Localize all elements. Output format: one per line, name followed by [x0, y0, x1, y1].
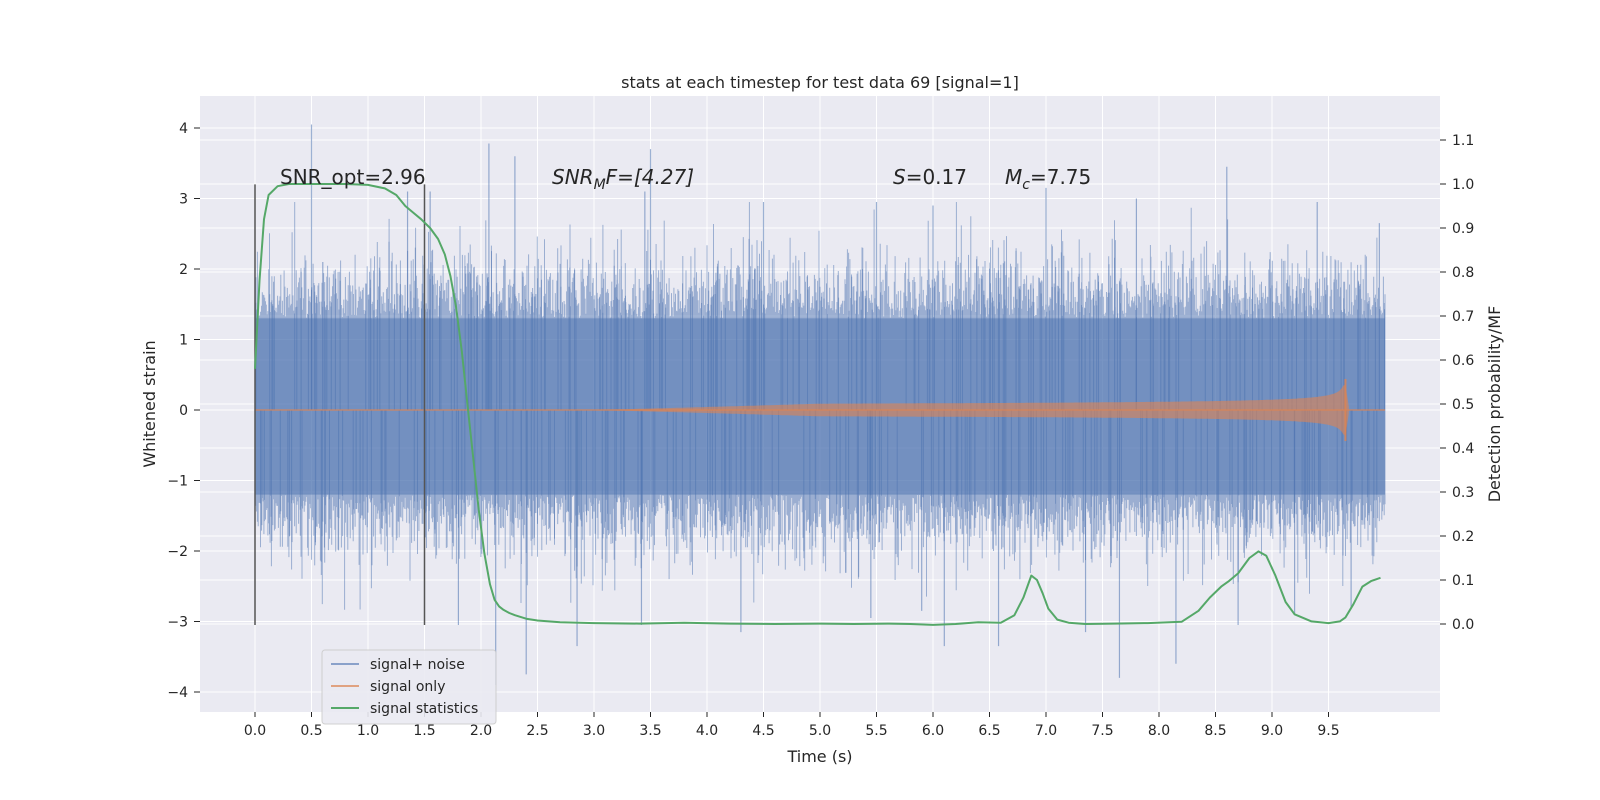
x-tick-label: 1.0	[357, 723, 379, 739]
y-tick-label: 2	[179, 262, 188, 278]
annotation-mc-rest: =7.75	[1030, 165, 1091, 189]
annotation-s-rest: =0.17	[906, 165, 967, 189]
x-tick-label: 3.5	[639, 723, 661, 739]
x-tick-label: 0.0	[244, 723, 266, 739]
x-tick-label: 5.5	[865, 723, 887, 739]
y-axis-ticks: 4 3 2 1 0 −1 −2 −3 −4	[167, 121, 200, 701]
annotation-snr-opt: SNR_opt=2.96	[280, 165, 426, 189]
y-tick-label: −4	[167, 685, 188, 701]
y-tick-label: 4	[179, 121, 188, 137]
legend: signal+ noise signal only signal statist…	[321, 649, 497, 725]
signal-only-series	[255, 378, 1385, 442]
x-tick-label: 6.5	[978, 723, 1000, 739]
annotation-mc-sub: c	[1022, 177, 1030, 193]
y2-tick-label: 0.7	[1452, 309, 1474, 325]
legend-label-signal-statistics: signal statistics	[370, 701, 478, 717]
signal-statistics-series	[254, 183, 1381, 626]
y-tick-label: −2	[167, 544, 188, 560]
annotation-mc-main: M	[1005, 165, 1022, 189]
x-axis-title: Time (s)	[786, 747, 852, 766]
annotation-mc: Mc=7.75	[1005, 165, 1091, 193]
chart-title: stats at each timestep for test data 69 …	[621, 73, 1019, 92]
legend-label-signal-only: signal only	[370, 679, 445, 695]
y2-tick-label: 0.9	[1452, 221, 1474, 237]
y-axis-title: Whitened strain	[140, 340, 159, 467]
x-axis-ticks: 0.0 0.5 1.0 1.5 2.0 2.5 3.0 3.5 4.0 4.5 5.0 5.5 6.0 6…	[244, 712, 1340, 739]
y-tick-label: −1	[167, 474, 188, 490]
y2-tick-label: 1.1	[1452, 133, 1474, 149]
annotation-snr-mf-rest: F=[4.27]	[606, 165, 694, 189]
annotation-snr-mf-main: SNR	[552, 165, 594, 189]
y2-tick-label: 0.4	[1452, 441, 1474, 457]
annotation-s: S=0.17	[893, 165, 967, 189]
x-tick-label: 9.0	[1261, 723, 1283, 739]
y2-tick-label: 0.3	[1452, 485, 1474, 501]
x-tick-label: 4.5	[752, 723, 774, 739]
y2-tick-label: 0.0	[1452, 617, 1474, 633]
x-tick-label: 8.5	[1204, 723, 1226, 739]
window-markers	[254, 184, 426, 626]
annotation-s-main: S	[893, 165, 906, 189]
y2-axis-title: Detection probability/MF	[1485, 306, 1504, 503]
x-tick-label: 6.0	[922, 723, 944, 739]
y2-tick-label: 0.5	[1452, 397, 1474, 413]
annotation-snr-mf-sub: M	[594, 177, 606, 193]
y-tick-label: 1	[179, 333, 188, 349]
y2-tick-label: 0.2	[1452, 529, 1474, 545]
x-tick-label: 9.5	[1317, 723, 1339, 739]
legend-box	[321, 649, 497, 725]
x-tick-label: 5.0	[809, 723, 831, 739]
legend-label-signal-noise: signal+ noise	[370, 657, 465, 673]
x-tick-label: 3.0	[583, 723, 605, 739]
y-tick-label: −3	[167, 615, 188, 631]
noise-spikes	[255, 202, 1385, 610]
x-tick-label: 8.0	[1148, 723, 1170, 739]
x-tick-label: 2.5	[526, 723, 548, 739]
y-tick-label: 0	[179, 403, 188, 419]
statistics-line	[254, 183, 1381, 626]
y2-axis-ticks: 1.1 1.0 0.9 0.8 0.7 0.6 0.5 0.4 0.3 0.2 0.1 0.0	[1440, 133, 1474, 633]
annotations: SNR_opt=2.96 SNRMF=[4.27] S=0.17 Mc=7.75	[280, 165, 1091, 193]
y2-tick-label: 0.8	[1452, 265, 1474, 281]
x-tick-label: 7.5	[1091, 723, 1113, 739]
x-tick-label: 1.5	[413, 723, 435, 739]
x-tick-label: 0.5	[300, 723, 322, 739]
annotation-snr-mf: SNRMF=[4.27]	[552, 165, 694, 193]
x-tick-label: 4.0	[696, 723, 718, 739]
y2-tick-label: 0.1	[1452, 573, 1474, 589]
y-tick-label: 3	[179, 192, 188, 208]
y2-tick-label: 0.6	[1452, 353, 1474, 369]
x-tick-label: 2.0	[470, 723, 492, 739]
y2-tick-label: 1.0	[1452, 177, 1474, 193]
x-tick-label: 7.0	[1035, 723, 1057, 739]
